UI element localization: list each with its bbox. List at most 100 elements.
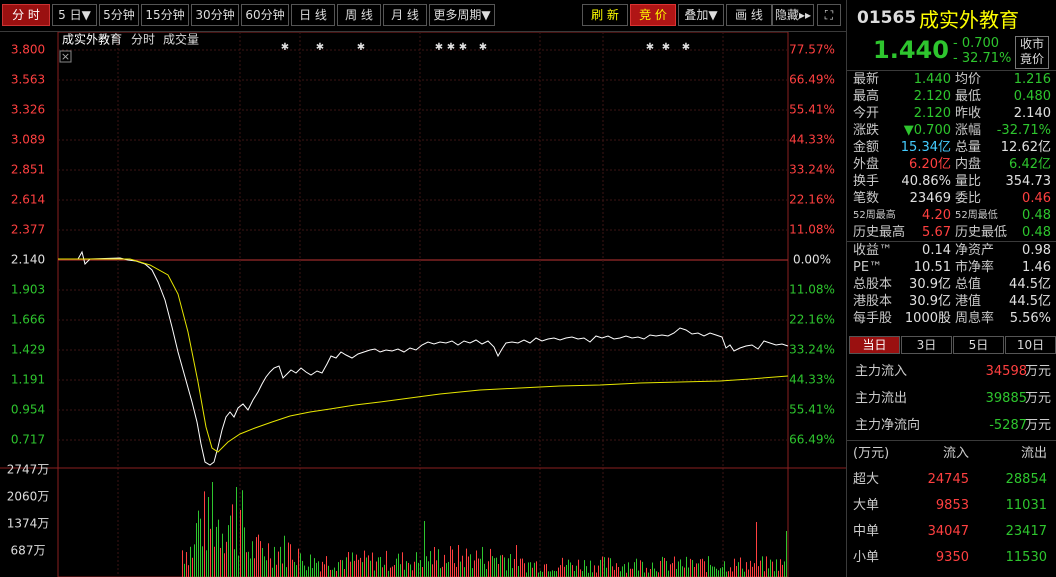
- quote-row: 历史最高 5.67 历史最低 0.48: [847, 224, 1056, 241]
- quote-value: 5.67: [922, 225, 951, 240]
- draw-line-button[interactable]: 画 线: [726, 4, 772, 26]
- volume-bar: [384, 564, 385, 577]
- period-tab-1[interactable]: 5 日▼: [52, 4, 97, 26]
- volume-bar: [610, 558, 611, 577]
- volume-bar: [598, 565, 599, 577]
- y-left-label-10: 1.429: [11, 343, 45, 357]
- volume-bar: [672, 563, 673, 577]
- quote-value: 10.51: [913, 260, 951, 275]
- volume-bar: [480, 558, 481, 577]
- volume-bar: [214, 546, 215, 577]
- quote-row: PE™ 10.51 市净率 1.46: [847, 259, 1056, 276]
- volume-bar: [734, 558, 735, 577]
- y-right-label-9: 22.16%: [789, 313, 835, 327]
- volume-bar: [220, 547, 221, 577]
- period-tab-0[interactable]: 分 时: [2, 4, 50, 26]
- volume-bar: [462, 555, 463, 577]
- volume-bar: [338, 562, 339, 577]
- quote-header: 01565 成实外教育 1.440 - 0.700 - 32.71% 收市 竟价: [847, 0, 1056, 71]
- volume-bar: [334, 567, 335, 577]
- volume-bar: [678, 561, 679, 577]
- volume-bar: [366, 557, 367, 577]
- volume-bar: [706, 572, 707, 577]
- flow-tab-0[interactable]: 当日: [849, 336, 900, 354]
- volume-bar: [484, 563, 485, 577]
- volume-bar: [550, 571, 551, 577]
- y-left-label-1: 3.563: [11, 73, 45, 87]
- period-tab-9[interactable]: 更多周期▼: [429, 4, 495, 26]
- volume-bar: [388, 570, 389, 577]
- period-tab-2[interactable]: 5分钟: [99, 4, 139, 26]
- volume-bar: [420, 560, 421, 577]
- event-marker-icon: ✱: [646, 42, 654, 53]
- y-left-label-12: 0.954: [11, 403, 45, 417]
- volume-bar: [308, 566, 309, 577]
- volume-bar: [732, 571, 733, 577]
- volume-bar: [506, 570, 507, 577]
- volume-bar: [628, 562, 629, 577]
- volume-bar: [242, 490, 243, 577]
- volume-bar: [354, 560, 355, 577]
- volume-bar: [492, 556, 493, 577]
- volume-bar: [240, 509, 241, 577]
- period-tab-7[interactable]: 周 线: [337, 4, 381, 26]
- auction-button[interactable]: 收市 竟价: [1015, 36, 1049, 69]
- volume-bar: [604, 557, 605, 577]
- period-tab-5[interactable]: 60分钟: [241, 4, 289, 26]
- volume-bar: [668, 570, 669, 577]
- quote-value: 6.42亿: [1009, 157, 1051, 172]
- hide-panel-button[interactable]: 隐藏▸▸: [772, 4, 814, 26]
- volume-bar: [622, 566, 623, 577]
- volume-bar: [332, 569, 333, 577]
- volume-bar: [564, 566, 565, 577]
- flow-category: 小单: [853, 550, 880, 565]
- quote-row: 外盘 6.20亿 内盘 6.42亿: [847, 156, 1056, 173]
- volume-bar: [234, 549, 235, 577]
- refresh-button[interactable]: 刷 新: [582, 4, 628, 26]
- flow-tab-1[interactable]: 3日: [901, 336, 952, 354]
- volume-bar: [270, 558, 271, 577]
- volume-bar: [596, 572, 597, 577]
- volume-bar: [202, 546, 203, 577]
- average-price-line: [58, 258, 789, 453]
- quote-row: 每手股 1000股 周息率 5.56%: [847, 310, 1056, 327]
- quote-label: 最高: [853, 89, 880, 104]
- volume-bar: [558, 567, 559, 577]
- y-right-label-6: 11.08%: [789, 223, 835, 237]
- volume-bar: [562, 557, 563, 577]
- volume-bar: [538, 572, 539, 577]
- period-tab-6[interactable]: 日 线: [291, 4, 335, 26]
- volume-bar: [296, 565, 297, 577]
- period-tab-8[interactable]: 月 线: [383, 4, 427, 26]
- quote-value: 1000股: [904, 311, 951, 326]
- volume-bar: [454, 563, 455, 577]
- volume-bar: [776, 559, 777, 577]
- overlay-button[interactable]: 叠加▼: [678, 4, 724, 26]
- auction-mode-button[interactable]: 竞 价: [630, 4, 676, 26]
- y-right-label-3: 44.33%: [789, 133, 835, 147]
- flow-tab-2[interactable]: 5日: [953, 336, 1004, 354]
- quote-label: PE™: [853, 260, 883, 275]
- flow-value: 34598: [985, 364, 1027, 379]
- fullscreen-icon[interactable]: ⛶: [817, 4, 841, 26]
- quote-label: 委比: [955, 191, 982, 206]
- y-right-label-12: 55.41%: [789, 403, 835, 417]
- volume-bar: [194, 544, 195, 577]
- volume-bar: [292, 559, 293, 577]
- event-marker-icon: ✱: [447, 42, 455, 53]
- volume-bar: [306, 570, 307, 577]
- volume-bar: [658, 572, 659, 577]
- intraday-chart[interactable]: × 成实外教育 分时 成交量 3.800 77.57% 3.563 66.49% 3.326 55…: [0, 32, 846, 577]
- flow-table-row: 中单 34047 23417: [847, 519, 1056, 545]
- quote-label: 净资产: [955, 243, 995, 258]
- volume-bar: [766, 556, 767, 577]
- quote-label: 涨幅: [955, 123, 982, 138]
- volume-bar: [682, 566, 683, 577]
- flow-tab-3[interactable]: 10日: [1005, 336, 1056, 354]
- volume-bar: [340, 559, 341, 577]
- volume-bar: [290, 544, 291, 577]
- volume-bar: [548, 571, 549, 577]
- volume-bar: [316, 562, 317, 577]
- period-tab-4[interactable]: 30分钟: [191, 4, 239, 26]
- period-tab-3[interactable]: 15分钟: [141, 4, 189, 26]
